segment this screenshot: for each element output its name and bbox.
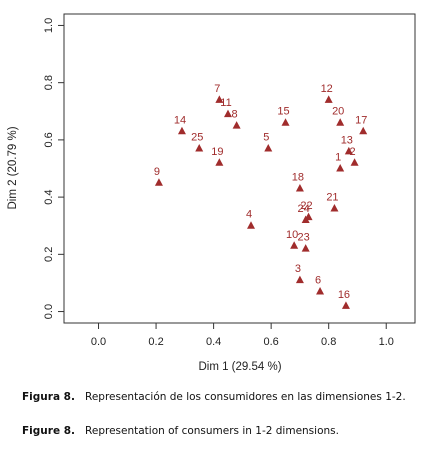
y-tick-label: 0.8 (43, 75, 55, 90)
data-point (223, 109, 232, 118)
data-point (330, 204, 339, 212)
data-point (290, 241, 299, 249)
point-label: 5 (263, 131, 269, 143)
point-label: 6 (315, 275, 321, 287)
point-label: 22 (300, 200, 312, 212)
point-labels: 1 234567891011121314151617181920212223242… (154, 83, 367, 301)
y-tick-label: 0.2 (43, 247, 55, 262)
point-label: 14 (174, 114, 186, 126)
point-label: 8 (232, 109, 238, 121)
point-label: 12 (321, 83, 333, 95)
data-point (247, 221, 256, 229)
point-label: 20 (332, 106, 344, 118)
caption-english-text: Representation of consumers in 1-2 dimen… (85, 425, 339, 437)
data-point (215, 158, 224, 166)
y-tick-label: 0.6 (43, 132, 55, 147)
x-tick-label: 1.0 (379, 336, 394, 348)
data-point (324, 95, 333, 103)
point-label: 15 (277, 106, 289, 118)
caption-spanish-label: Figura 8. (22, 391, 75, 403)
x-axis: 0.0 0.2 0.4 0.6 0.8 1.0 (91, 323, 394, 348)
point-label: 19 (211, 146, 223, 158)
data-point (295, 184, 304, 192)
data-point (177, 126, 186, 135)
y-axis-label: Dim 2 (20.79 %) (7, 126, 19, 209)
y-axis: 0.0 0.2 0.4 0.6 0.8 1.0 (43, 18, 64, 319)
point-label: 2 (350, 146, 356, 158)
x-tick-label: 0.4 (206, 336, 221, 348)
data-point (359, 126, 368, 135)
caption-english: Figure 8. Representation of consumers in… (22, 424, 414, 438)
point-label: 21 (326, 192, 338, 204)
x-tick-label: 0.2 (148, 336, 163, 348)
data-point (336, 118, 345, 126)
point-label: 4 (246, 209, 252, 221)
point-label: 10 (286, 229, 298, 241)
y-tick-label: 0.4 (43, 189, 55, 204)
data-point (215, 95, 224, 103)
x-tick-label: 0.8 (321, 336, 336, 348)
point-label: 24 (298, 203, 310, 215)
data-point (301, 244, 310, 252)
plot-frame (63, 13, 416, 324)
caption-spanish-text: Representación de los consumidores en la… (85, 391, 406, 403)
x-tick-label: 0.6 (263, 336, 278, 348)
point-label: 18 (292, 172, 304, 184)
data-point (336, 164, 345, 172)
point-label: 16 (338, 289, 350, 301)
data-points (154, 95, 368, 309)
data-point (350, 158, 359, 166)
point-label: 13 (341, 134, 353, 146)
x-tick-label: 0.0 (91, 336, 106, 348)
point-label: 25 (191, 131, 203, 143)
y-tick-label: 1.0 (43, 18, 55, 33)
point-label: 3 (295, 263, 301, 275)
point-label: 1 (335, 152, 341, 164)
data-point (281, 118, 290, 126)
data-point (154, 178, 163, 186)
point-label: 9 (154, 166, 160, 178)
point-label: 23 (298, 232, 310, 244)
data-point (295, 275, 304, 284)
data-point (316, 287, 325, 295)
point-label: 17 (355, 114, 367, 126)
caption-english-label: Figure 8. (22, 425, 76, 437)
data-point (344, 146, 353, 155)
data-point (341, 301, 350, 309)
point-label: 7 (214, 83, 220, 95)
point-label: 11 (220, 97, 231, 109)
caption-spanish: Figura 8. Representación de los consumid… (22, 390, 414, 404)
data-point (195, 143, 204, 152)
data-point (301, 215, 310, 223)
data-point (264, 143, 273, 152)
data-point (232, 121, 241, 129)
y-tick-label: 0.0 (43, 304, 55, 319)
x-axis-label: Dim 1 (29.54 %) (198, 361, 281, 373)
